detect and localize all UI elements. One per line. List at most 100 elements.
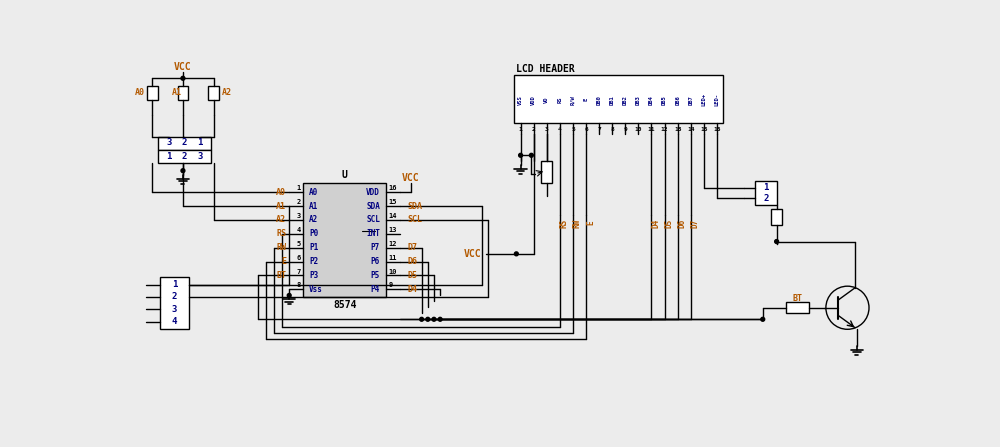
Text: SDA: SDA	[366, 202, 380, 211]
Text: P2: P2	[309, 257, 318, 266]
Text: A1: A1	[276, 202, 286, 211]
Text: P3: P3	[309, 271, 318, 280]
Text: R/W: R/W	[570, 95, 575, 105]
Text: INT: INT	[366, 229, 380, 238]
Text: DB4: DB4	[649, 95, 654, 105]
Text: RW: RW	[276, 243, 286, 252]
Text: VDD: VDD	[366, 188, 380, 197]
Text: 1: 1	[296, 186, 301, 191]
Text: 7: 7	[296, 269, 301, 274]
Text: P4: P4	[371, 285, 380, 294]
Circle shape	[432, 317, 436, 321]
Text: 3: 3	[296, 213, 301, 219]
Text: VO: VO	[544, 97, 549, 103]
Text: E: E	[281, 257, 286, 266]
Text: A2: A2	[309, 215, 318, 224]
Text: DB3: DB3	[636, 95, 641, 105]
Bar	[303, 183, 386, 297]
Text: 16: 16	[389, 186, 397, 191]
Text: D4: D4	[651, 219, 660, 228]
Text: 4: 4	[558, 127, 562, 131]
Bar	[147, 86, 158, 100]
Text: 10: 10	[635, 127, 642, 131]
Circle shape	[438, 317, 442, 321]
Text: RS: RS	[560, 219, 569, 228]
Text: 1: 1	[172, 280, 177, 289]
Text: A2: A2	[221, 89, 231, 97]
Text: D7: D7	[691, 219, 700, 228]
Text: RS: RS	[276, 229, 286, 238]
Text: SDA: SDA	[408, 202, 423, 211]
Text: DB5: DB5	[662, 95, 667, 105]
Circle shape	[519, 153, 523, 157]
Bar	[158, 150, 211, 163]
Bar	[160, 277, 189, 329]
Text: 16: 16	[713, 127, 721, 131]
Text: 12: 12	[389, 241, 397, 247]
Text: VSS: VSS	[518, 95, 523, 105]
Text: VDD: VDD	[531, 95, 536, 105]
Text: 6: 6	[584, 127, 588, 131]
Text: 9: 9	[389, 283, 393, 288]
Text: U: U	[342, 170, 348, 180]
Text: VCC: VCC	[464, 249, 482, 259]
Text: A1: A1	[309, 202, 318, 211]
Text: VCC: VCC	[402, 173, 420, 183]
Text: LED+: LED+	[701, 93, 706, 106]
Text: DB2: DB2	[623, 95, 628, 105]
Bar	[771, 209, 782, 224]
Text: 2: 2	[172, 292, 177, 301]
Text: RS: RS	[557, 97, 562, 103]
Text: 7: 7	[597, 127, 601, 131]
Circle shape	[761, 317, 765, 321]
Text: P5: P5	[371, 271, 380, 280]
Bar	[178, 86, 188, 100]
Text: A0: A0	[309, 188, 318, 197]
Text: 15: 15	[389, 199, 397, 205]
Circle shape	[529, 153, 533, 157]
Text: D5: D5	[665, 219, 674, 228]
Text: DB0: DB0	[597, 95, 602, 105]
Circle shape	[287, 294, 291, 297]
Text: P1: P1	[309, 243, 318, 252]
Text: 1: 1	[519, 127, 522, 131]
Text: 12: 12	[661, 127, 668, 131]
Text: 13: 13	[389, 227, 397, 233]
Text: SCL: SCL	[408, 215, 423, 224]
Text: 3: 3	[166, 139, 172, 148]
Circle shape	[426, 317, 430, 321]
Text: 8574: 8574	[333, 299, 356, 310]
Text: 14: 14	[687, 127, 695, 131]
Text: 1: 1	[166, 152, 172, 160]
Bar	[755, 181, 777, 205]
Bar	[786, 302, 809, 313]
Text: 2: 2	[182, 152, 187, 160]
Text: 5: 5	[571, 127, 575, 131]
Text: A1: A1	[171, 89, 181, 97]
Text: D6: D6	[408, 257, 418, 266]
Text: A0: A0	[134, 89, 144, 97]
Text: DB7: DB7	[688, 95, 693, 105]
Text: LED-: LED-	[714, 93, 719, 106]
Circle shape	[181, 169, 185, 173]
Text: BT: BT	[792, 294, 802, 303]
Text: 6: 6	[296, 255, 301, 261]
Text: D5: D5	[408, 271, 418, 280]
Text: 1: 1	[197, 139, 203, 148]
Text: P6: P6	[371, 257, 380, 266]
Text: 9: 9	[623, 127, 627, 131]
Text: 2: 2	[532, 127, 536, 131]
Text: 15: 15	[700, 127, 708, 131]
Bar	[514, 75, 723, 123]
Text: BT: BT	[276, 271, 286, 280]
Text: D7: D7	[408, 243, 418, 252]
Circle shape	[420, 317, 424, 321]
Text: RW: RW	[573, 219, 582, 228]
Text: 8: 8	[296, 283, 301, 288]
Text: 13: 13	[674, 127, 681, 131]
Text: 4: 4	[296, 227, 301, 233]
Text: DB1: DB1	[610, 95, 615, 105]
Text: 1: 1	[763, 183, 769, 192]
Text: 11: 11	[389, 255, 397, 261]
Text: D6: D6	[678, 219, 687, 228]
